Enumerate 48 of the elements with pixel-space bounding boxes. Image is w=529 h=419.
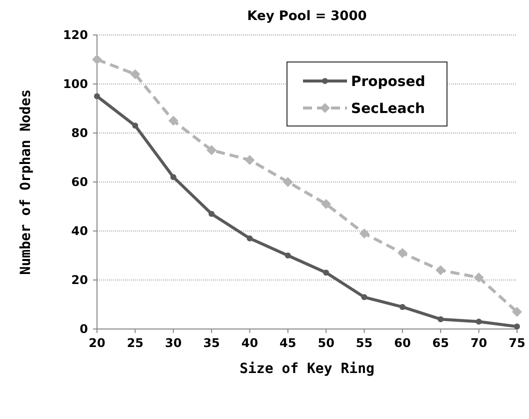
x-tick-label: 45	[280, 336, 296, 350]
point	[206, 145, 217, 156]
point	[512, 306, 522, 317]
x-tick-label: 40	[241, 336, 258, 350]
point	[323, 270, 330, 276]
point	[476, 318, 482, 325]
point	[94, 93, 100, 100]
point	[399, 304, 406, 310]
x-tick-label: 50	[318, 336, 334, 350]
x-tick-label: 35	[203, 336, 220, 350]
point	[132, 122, 138, 129]
y-tick-label: 100	[62, 77, 88, 92]
point	[168, 116, 178, 126]
point	[359, 228, 370, 238]
legend-label: Proposed	[351, 74, 426, 90]
point	[397, 248, 408, 258]
y-axis-title: Number of Orphan Nodes	[18, 89, 34, 275]
point	[284, 252, 291, 258]
point	[474, 272, 484, 283]
y-tick-label: 80	[71, 126, 88, 140]
point	[170, 174, 176, 180]
point	[361, 294, 368, 300]
point	[244, 154, 255, 165]
y-tick-label: 0	[80, 322, 88, 336]
x-tick-label: 30	[165, 336, 182, 350]
point	[514, 324, 520, 330]
x-tick-label: 75	[508, 336, 526, 350]
y-tick-label: 120	[62, 28, 88, 42]
legend-label: SecLeach	[351, 100, 426, 117]
x-tick-label: 70	[470, 336, 488, 350]
point	[208, 210, 215, 217]
chart-title: Key Pool = 3000	[247, 9, 367, 24]
x-tick-label: 25	[126, 336, 144, 350]
x-axis-title: Size of Key Ring	[240, 361, 374, 377]
y-tick-label: 40	[71, 224, 88, 238]
point	[92, 54, 102, 64]
point	[321, 199, 332, 210]
point	[282, 177, 293, 187]
point	[436, 265, 446, 276]
x-tick-label: 20	[88, 336, 106, 350]
point	[246, 235, 253, 242]
x-tick-label: 65	[432, 336, 449, 350]
y-tick-label: 20	[71, 273, 88, 288]
x-tick-label: 60	[394, 336, 411, 350]
x-tick-label: 55	[356, 336, 373, 350]
y-tick-label: 60	[71, 175, 88, 190]
point	[438, 316, 444, 322]
point	[130, 69, 140, 80]
